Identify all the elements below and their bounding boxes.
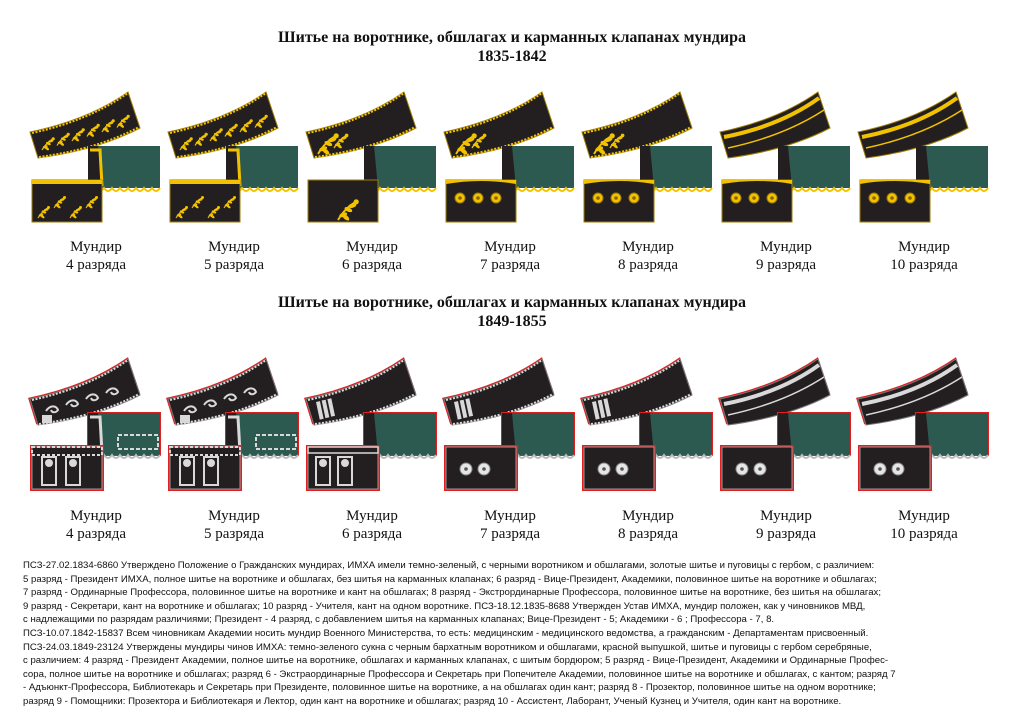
uniform-caption: Мундир 5 разряда [174,507,294,543]
collar [167,91,279,159]
uniform-rank: 5 разряда [203,526,265,542]
section-title-line: Шитье на воротнике, обшлагах и карманных… [278,294,746,311]
uniform-insignia [304,355,440,495]
note-line: с различием: 4 разряд - Президент Академ… [23,655,889,667]
uniform-insignia [580,355,716,495]
pocket-flap [445,179,517,223]
uniform-label: Мундир [346,508,398,524]
note-line: ПСЗ-27.02.1834-6860 Утверждено Положение… [23,560,875,571]
uniform-row-1849: Мундир 4 разряда Мундир 5 разряда Мундир 6 ра… [0,0,1024,542]
pocket-flap [306,445,380,491]
uniform-caption: Мундир 7 разряда [450,507,570,543]
uniform-label: Мундир [70,508,122,524]
section-title-1835: Шитье на воротнике, обшлагах и карманных… [0,28,1024,66]
uniform-insignia [718,88,854,228]
uniform-insignia [442,355,578,495]
uniform-caption: Мундир 9 разряда [726,238,846,274]
uniform-caption: Мундир 8 разряда [588,507,708,543]
uniform-insignia [166,88,302,228]
uniform-label: Мундир [346,239,398,255]
pocket-flap [859,179,931,223]
uniform-row-1835: Мундир 4 разряда Мундир 5 разряда Мундир 6 ра… [0,0,1024,273]
cuff [777,412,851,459]
pocket-flap [858,445,932,491]
note-line: 7 разряд - Ординарные Профессора, полови… [23,587,881,599]
note-line: сора, полное шитье на воротнике и обшлаг… [23,668,896,680]
uniform-rank: 8 разряда [617,257,679,273]
pocket-flap [583,179,655,223]
cuff [639,412,713,459]
collar [581,358,693,426]
collar [29,91,141,159]
cuff [501,412,575,459]
uniform-caption: Мундир 6 разряда [312,507,432,543]
uniform-insignia [718,355,854,495]
uniform-rank: 7 разряда [479,257,541,273]
note-line: 9 разряд - Секретари, кант на воротнике … [23,600,866,612]
uniform-label: Мундир [622,239,674,255]
section-title-1849: Шитье на воротнике, обшлагах и карманных… [0,293,1024,331]
uniform-rank: 10 разряда [890,257,958,273]
section-title-line: Шитье на воротнике, обшлагах и карманных… [278,29,746,46]
uniform-rank: 4 разряда [65,526,127,542]
uniform-caption: Мундир 9 разряда [726,507,846,543]
uniform-rank: 10 разряда [890,526,958,542]
uniform-label: Мундир [208,508,260,524]
uniform-caption: Мундир 10 разряда [864,507,984,543]
uniform-caption: Мундир 4 разряда [36,507,156,543]
uniform-insignia [856,88,992,228]
uniform-rank: 8 разряда [617,526,679,542]
uniform-label: Мундир [760,239,812,255]
uniform-label: Мундир [484,508,536,524]
cuff [915,412,989,459]
uniform-caption: Мундир 7 разряда [450,238,570,274]
pocket-flap [30,445,104,491]
section-title-years: 1849-1855 [477,313,547,330]
uniform-caption: Мундир 5 разряда [174,238,294,274]
uniform-rank: 7 разряда [479,526,541,542]
pocket-flap [721,179,793,223]
pocket-flap [582,445,656,491]
uniform-rank: 5 разряда [203,257,265,273]
uniform-rank: 4 разряда [65,257,127,273]
note-line: - Адъюнкт-Профессора, Библиотекарь и Сек… [23,682,876,694]
note-line: с надлежащими по разрядам различиями; Пр… [23,614,775,626]
pocket-flap [444,445,518,491]
uniform-insignia [442,88,578,228]
note-line: разряд 9 - Помощники: Прозектора и Библи… [23,695,842,707]
uniform-insignia [856,355,992,495]
collar [443,358,555,426]
uniform-caption: Мундир 10 разряда [864,238,984,274]
note-line: ПСЗ-24.03.1849-23124 Утверждены мундиры … [23,641,872,653]
uniform-label: Мундир [208,239,260,255]
section-title-years: 1835-1842 [477,48,547,65]
uniform-insignia [580,88,716,228]
uniform-label: Мундир [622,508,674,524]
collar [305,358,417,426]
pocket-flap [307,179,379,223]
uniform-insignia [304,88,440,228]
note-line: 5 разряд - Президент ИМХА, полное шитье … [23,573,877,585]
uniform-label: Мундир [898,239,950,255]
uniform-label: Мундир [70,239,122,255]
uniform-rank: 9 разряда [755,257,817,273]
uniform-rank: 9 разряда [755,526,817,542]
uniform-rank: 6 разряда [341,526,403,542]
uniform-caption: Мундир 4 разряда [36,238,156,274]
uniform-caption: Мундир 6 разряда [312,238,432,274]
uniform-label: Мундир [484,239,536,255]
uniform-insignia [166,355,302,495]
pocket-flap [169,179,241,223]
pocket-flap [720,445,794,491]
uniform-caption: Мундир 8 разряда [588,238,708,274]
legal-notes: ПСЗ-27.02.1834-6860 Утверждено Положение… [23,559,1013,709]
pocket-flap [168,445,242,491]
uniform-label: Мундир [760,508,812,524]
note-line: ПСЗ-10.07.1842-15837 Всем чиновникам Ака… [23,627,869,639]
uniform-insignia [28,355,164,495]
uniform-insignia [28,88,164,228]
pocket-flap [31,179,103,223]
uniform-rank: 6 разряда [341,257,403,273]
uniform-label: Мундир [898,508,950,524]
